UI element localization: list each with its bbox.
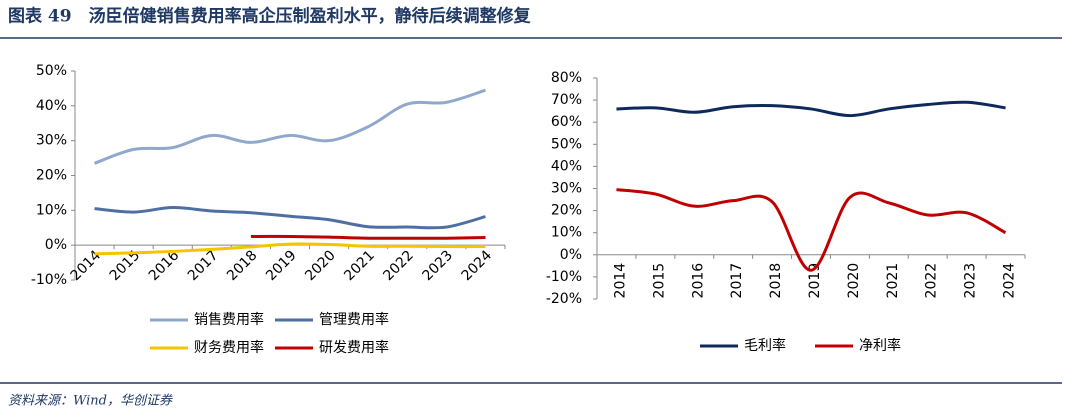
x-tick-label: 2020: [846, 263, 862, 299]
legend-label: 毛利率: [744, 337, 786, 354]
x-tick-label: 2023: [963, 263, 979, 299]
x-tick-label: 2021: [341, 248, 378, 285]
series-line: [94, 206, 486, 230]
y-tick-label: 40%: [36, 98, 67, 114]
y-tick-label: -10%: [546, 269, 582, 285]
series-line: [250, 234, 486, 240]
x-tick-label: 2014: [612, 263, 628, 299]
x-tick-label: 2022: [924, 263, 940, 299]
x-tick-label: 2017: [729, 263, 745, 299]
y-tick-label: 20%: [36, 168, 67, 184]
x-tick-label: 2020: [302, 248, 339, 285]
y-tick-label: 80%: [551, 70, 582, 86]
series-line: [94, 88, 486, 165]
y-tick-label: 50%: [36, 63, 67, 79]
y-tick-label: 0%: [45, 237, 67, 253]
x-tick-label: 2024: [1002, 263, 1018, 299]
series-line: [616, 188, 1007, 272]
y-tick-label: 60%: [551, 114, 582, 130]
legend-label: 销售费用率: [194, 311, 264, 328]
y-tick-label: 20%: [551, 203, 582, 219]
x-tick-label: 2024: [459, 247, 496, 284]
x-tick-label: 2022: [380, 248, 417, 285]
y-tick-label: 30%: [36, 133, 67, 149]
legend-label: 研发费用率: [319, 339, 389, 356]
series-line: [616, 100, 1006, 118]
y-tick-label: 70%: [551, 92, 582, 108]
x-tick-label: 2023: [420, 248, 457, 285]
x-tick-label: 2018: [224, 248, 261, 285]
y-tick-label: 10%: [551, 225, 582, 241]
x-tick-label: 2017: [185, 248, 222, 285]
legend-label: 管理费用率: [319, 311, 389, 328]
y-tick-label: 30%: [551, 181, 582, 197]
y-tick-label: -10%: [31, 272, 67, 288]
page-title: 图表 49 汤臣倍健销售费用率高企压制盈利水平，静待后续调整修复: [8, 6, 532, 27]
source: 资料来源：Wind，华创证券: [8, 394, 173, 409]
y-tick-label: -20%: [546, 291, 582, 307]
y-tick-label: 0%: [560, 247, 582, 263]
y-tick-label: 40%: [551, 158, 582, 174]
series-line: [94, 242, 486, 256]
legend-label: 财务费用率: [194, 339, 264, 356]
x-tick-label: 2016: [690, 263, 706, 299]
y-tick-label: 10%: [36, 202, 67, 218]
x-tick-label: 2018: [768, 263, 784, 299]
x-tick-label: 2015: [651, 263, 667, 299]
legend-label: 净利率: [859, 337, 901, 354]
y-tick-label: 50%: [551, 136, 582, 152]
x-tick-label: 2021: [885, 263, 901, 299]
x-tick-label: 2019: [263, 248, 300, 285]
